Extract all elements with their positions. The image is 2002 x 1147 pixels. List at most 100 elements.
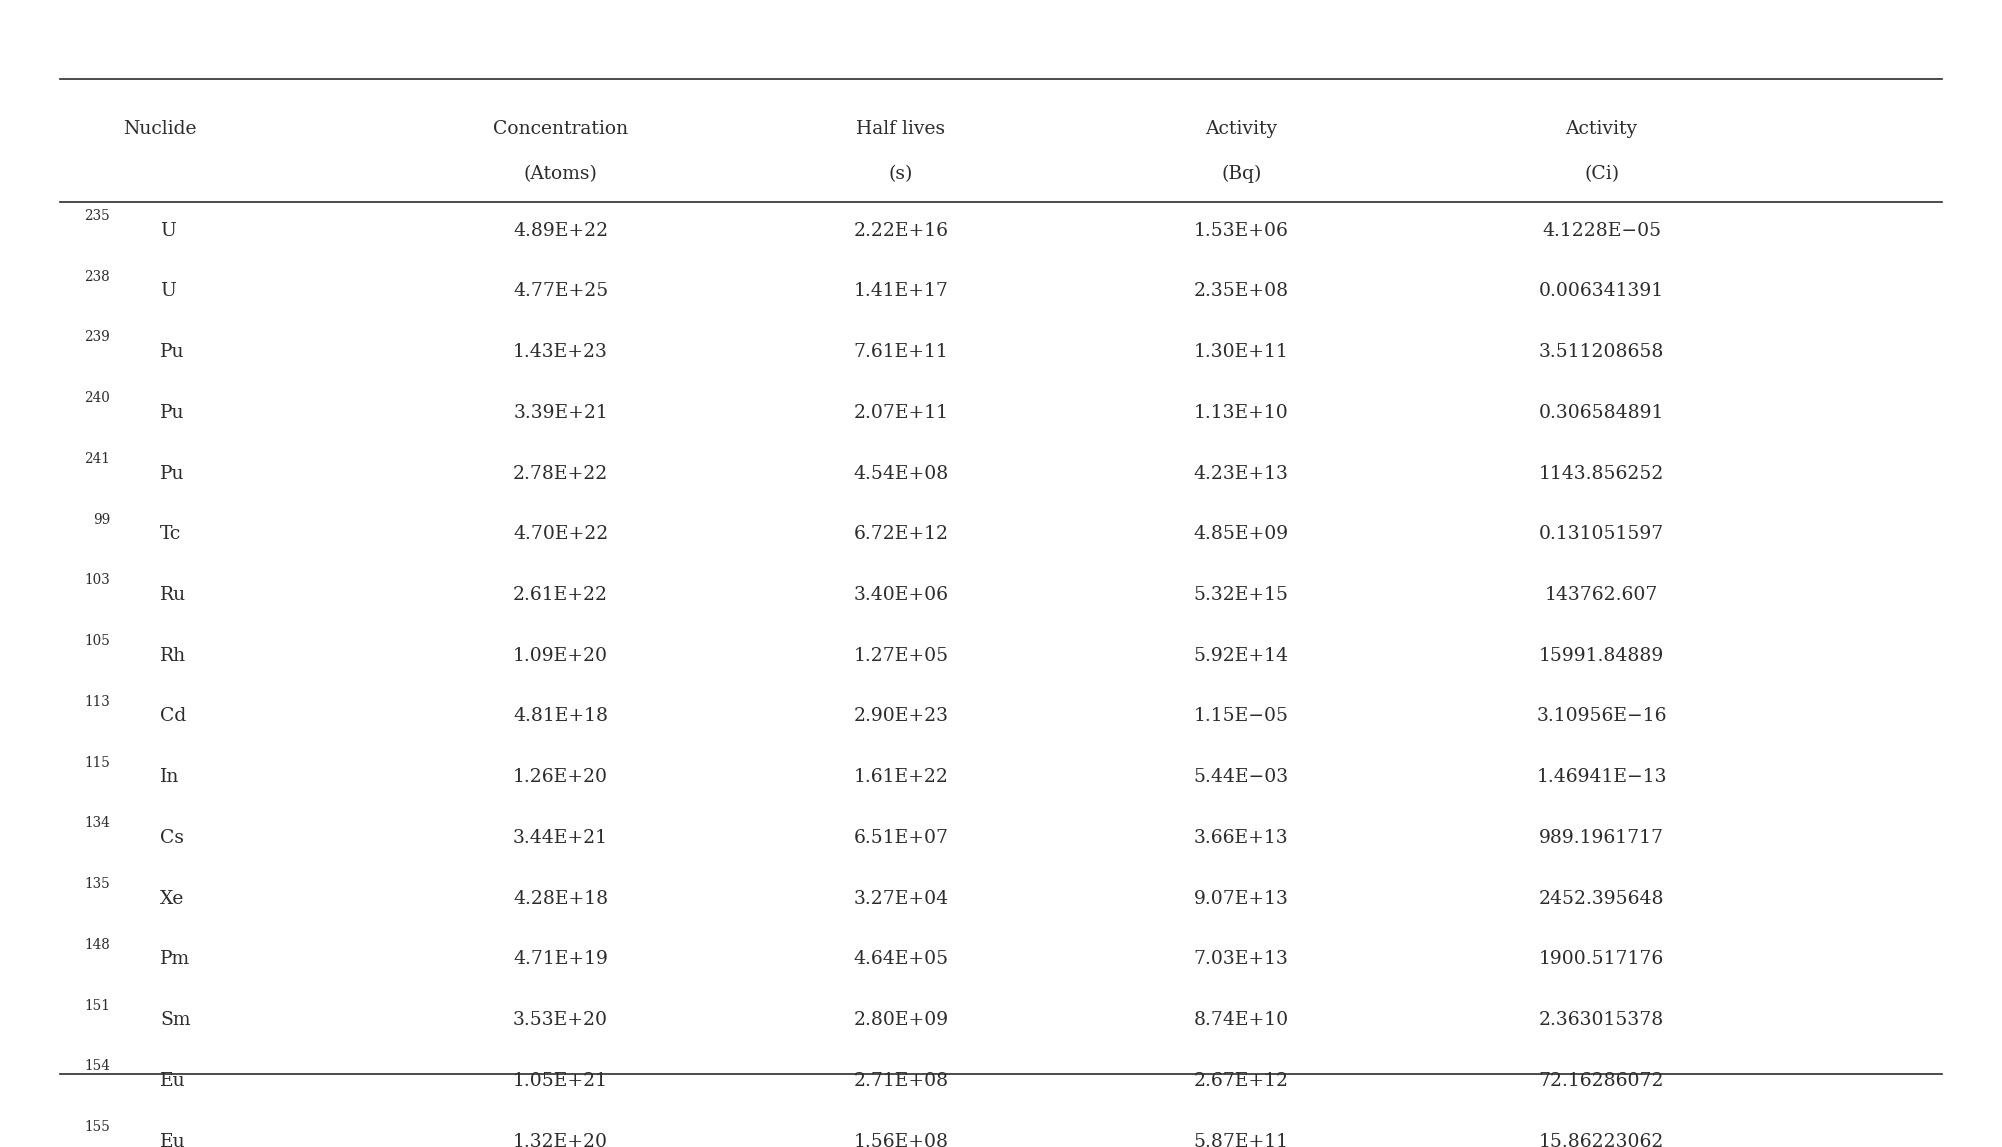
Text: 2.61E+22: 2.61E+22 [513, 586, 609, 604]
Text: 8.74E+10: 8.74E+10 [1193, 1012, 1289, 1029]
Text: 4.23E+13: 4.23E+13 [1193, 465, 1289, 483]
Text: 1.32E+20: 1.32E+20 [513, 1132, 609, 1147]
Text: 143762.607: 143762.607 [1546, 586, 1658, 604]
Text: 2.22E+16: 2.22E+16 [853, 221, 949, 240]
Text: (s): (s) [889, 165, 913, 184]
Text: 105: 105 [84, 634, 110, 648]
Text: 3.10956E−16: 3.10956E−16 [1536, 708, 1668, 725]
Text: 3.511208658: 3.511208658 [1540, 343, 1664, 361]
Text: In: In [160, 768, 180, 786]
Text: Activity: Activity [1205, 120, 1277, 139]
Text: 1.56E+08: 1.56E+08 [853, 1132, 949, 1147]
Text: 4.64E+05: 4.64E+05 [853, 951, 949, 968]
Text: 4.89E+22: 4.89E+22 [513, 221, 609, 240]
Text: 135: 135 [84, 877, 110, 891]
Text: 155: 155 [84, 1119, 110, 1134]
Text: 239: 239 [84, 330, 110, 344]
Text: 0.306584891: 0.306584891 [1540, 404, 1664, 422]
Text: Eu: Eu [160, 1072, 186, 1090]
Text: 4.81E+18: 4.81E+18 [513, 708, 609, 725]
Text: 1.53E+06: 1.53E+06 [1193, 221, 1289, 240]
Text: 4.71E+19: 4.71E+19 [513, 951, 609, 968]
Text: 0.131051597: 0.131051597 [1540, 525, 1664, 544]
Text: 7.03E+13: 7.03E+13 [1193, 951, 1289, 968]
Text: 4.54E+08: 4.54E+08 [853, 465, 949, 483]
Text: 3.39E+21: 3.39E+21 [513, 404, 609, 422]
Text: Pm: Pm [160, 951, 190, 968]
Text: 1.15E−05: 1.15E−05 [1193, 708, 1289, 725]
Text: 5.87E+11: 5.87E+11 [1193, 1132, 1289, 1147]
Text: 7.61E+11: 7.61E+11 [853, 343, 949, 361]
Text: 1.27E+05: 1.27E+05 [853, 647, 949, 665]
Text: (Atoms): (Atoms) [525, 165, 597, 184]
Text: Nuclide: Nuclide [124, 120, 196, 139]
Text: 154: 154 [84, 1060, 110, 1074]
Text: 238: 238 [84, 270, 110, 283]
Text: 3.53E+20: 3.53E+20 [513, 1012, 609, 1029]
Text: 9.07E+13: 9.07E+13 [1193, 890, 1289, 907]
Text: 3.44E+21: 3.44E+21 [513, 829, 609, 846]
Text: 0.006341391: 0.006341391 [1540, 282, 1664, 301]
Text: Pu: Pu [160, 465, 184, 483]
Text: 103: 103 [84, 574, 110, 587]
Text: 5.32E+15: 5.32E+15 [1193, 586, 1289, 604]
Text: Eu: Eu [160, 1132, 186, 1147]
Text: 241: 241 [84, 452, 110, 466]
Text: 2.67E+12: 2.67E+12 [1193, 1072, 1289, 1090]
Text: 3.27E+04: 3.27E+04 [853, 890, 949, 907]
Text: 2.78E+22: 2.78E+22 [513, 465, 609, 483]
Text: Xe: Xe [160, 890, 184, 907]
Text: 4.70E+22: 4.70E+22 [513, 525, 609, 544]
Text: 240: 240 [84, 391, 110, 405]
Text: Cs: Cs [160, 829, 184, 846]
Text: 6.72E+12: 6.72E+12 [853, 525, 949, 544]
Text: 2.363015378: 2.363015378 [1540, 1012, 1664, 1029]
Text: Concentration: Concentration [492, 120, 629, 139]
Text: 1.61E+22: 1.61E+22 [853, 768, 949, 786]
Text: 99: 99 [92, 513, 110, 526]
Text: 989.1961717: 989.1961717 [1540, 829, 1664, 846]
Text: 1.30E+11: 1.30E+11 [1193, 343, 1289, 361]
Text: U: U [160, 282, 176, 301]
Text: Cd: Cd [160, 708, 186, 725]
Text: 3.66E+13: 3.66E+13 [1193, 829, 1289, 846]
Text: 113: 113 [84, 695, 110, 709]
Text: 72.16286072: 72.16286072 [1540, 1072, 1664, 1090]
Text: 134: 134 [84, 817, 110, 830]
Text: 148: 148 [84, 938, 110, 952]
Text: 2.07E+11: 2.07E+11 [853, 404, 949, 422]
Text: 115: 115 [84, 756, 110, 770]
Text: Rh: Rh [160, 647, 186, 665]
Text: 1.43E+23: 1.43E+23 [513, 343, 609, 361]
Text: Activity: Activity [1566, 120, 1638, 139]
Text: 2.80E+09: 2.80E+09 [853, 1012, 949, 1029]
Text: 2452.395648: 2452.395648 [1540, 890, 1664, 907]
Text: 2.71E+08: 2.71E+08 [853, 1072, 949, 1090]
Text: 4.77E+25: 4.77E+25 [513, 282, 609, 301]
Text: 1900.517176: 1900.517176 [1540, 951, 1664, 968]
Text: 5.44E−03: 5.44E−03 [1193, 768, 1289, 786]
Text: 5.92E+14: 5.92E+14 [1193, 647, 1289, 665]
Text: Pu: Pu [160, 343, 184, 361]
Text: 1.41E+17: 1.41E+17 [853, 282, 949, 301]
Text: (Ci): (Ci) [1584, 165, 1620, 184]
Text: 2.90E+23: 2.90E+23 [853, 708, 949, 725]
Text: 1.13E+10: 1.13E+10 [1193, 404, 1289, 422]
Text: 1.09E+20: 1.09E+20 [513, 647, 609, 665]
Text: 15.86223062: 15.86223062 [1540, 1132, 1664, 1147]
Text: Tc: Tc [160, 525, 182, 544]
Text: 1.05E+21: 1.05E+21 [513, 1072, 609, 1090]
Text: 151: 151 [84, 999, 110, 1013]
Text: 1143.856252: 1143.856252 [1540, 465, 1664, 483]
Text: 1.46941E−13: 1.46941E−13 [1536, 768, 1668, 786]
Text: Half lives: Half lives [857, 120, 945, 139]
Text: 6.51E+07: 6.51E+07 [853, 829, 949, 846]
Text: 4.85E+09: 4.85E+09 [1193, 525, 1289, 544]
Text: U: U [160, 221, 176, 240]
Text: 4.1228E−05: 4.1228E−05 [1542, 221, 1662, 240]
Text: Pu: Pu [160, 404, 184, 422]
Text: 4.28E+18: 4.28E+18 [513, 890, 609, 907]
Text: 1.26E+20: 1.26E+20 [513, 768, 609, 786]
Text: 235: 235 [84, 209, 110, 223]
Text: 2.35E+08: 2.35E+08 [1193, 282, 1289, 301]
